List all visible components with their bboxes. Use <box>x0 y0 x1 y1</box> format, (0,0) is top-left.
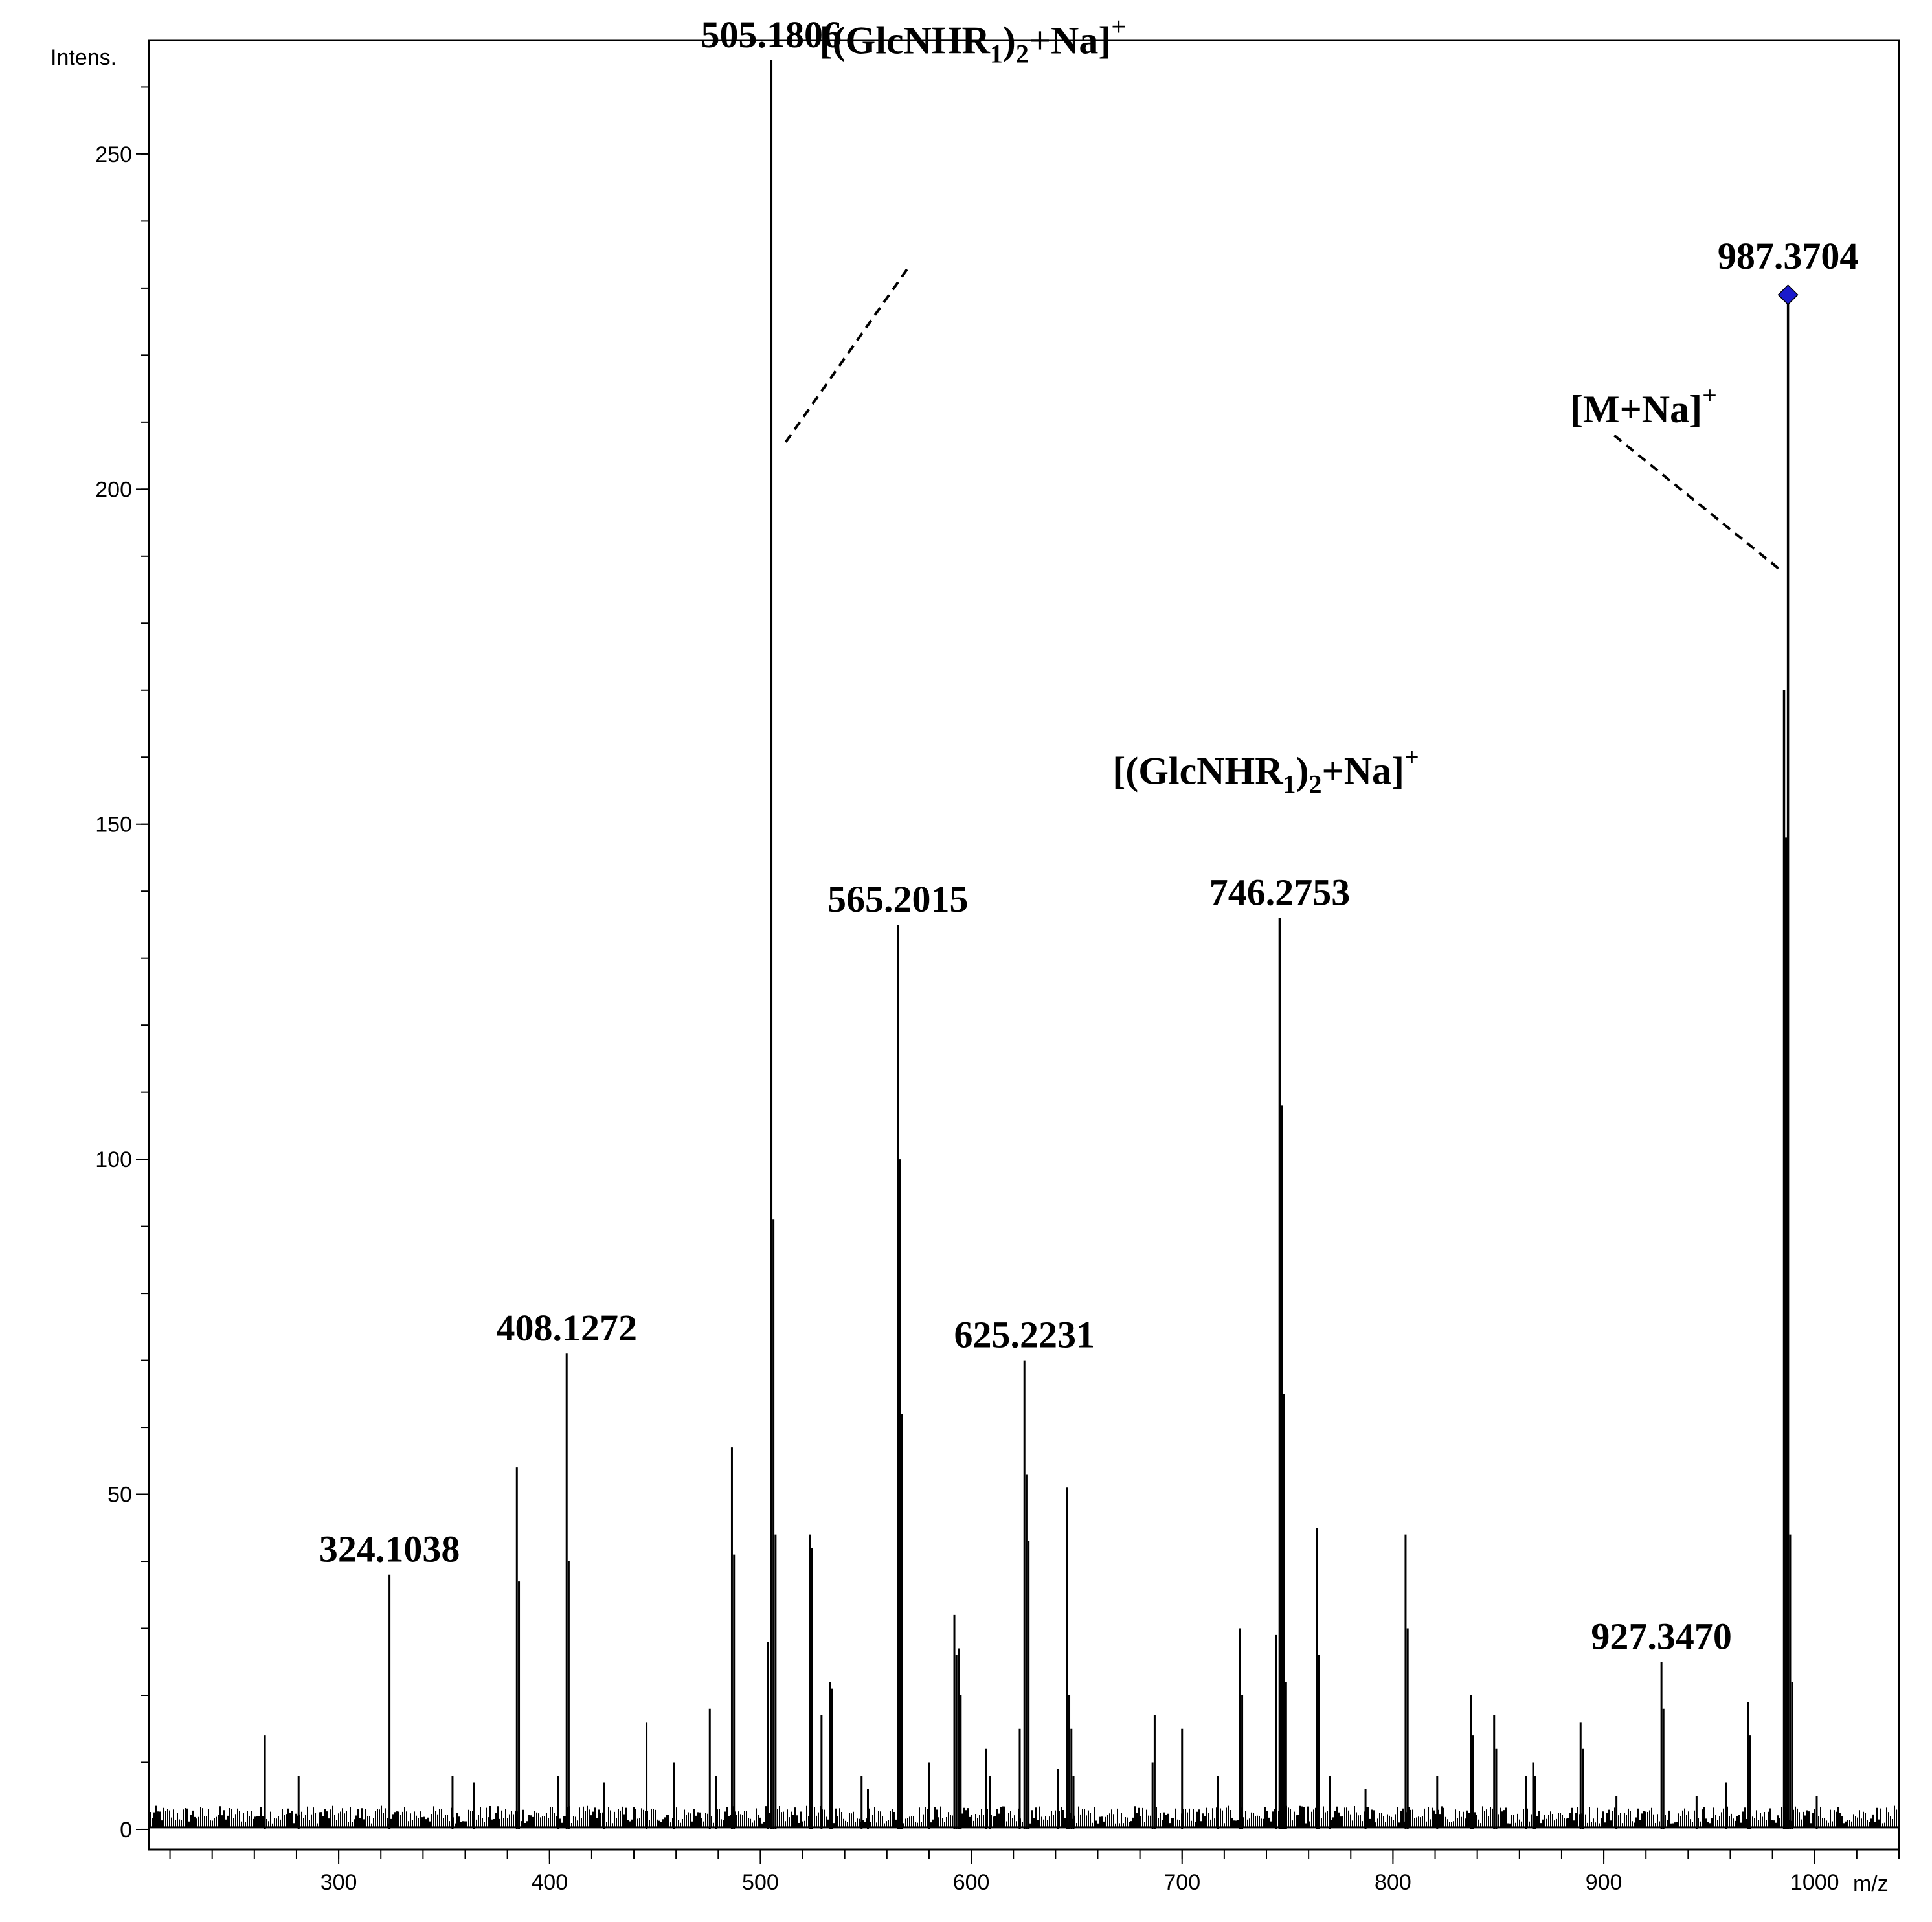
ion-annotation: [M+Na]+ <box>1570 381 1717 431</box>
plot-frame <box>148 39 1900 1851</box>
ion-annotation-part: + <box>1404 743 1419 772</box>
peak-label: 408.1272 <box>496 1307 637 1349</box>
x-tick-label: 900 <box>1586 1870 1623 1895</box>
peak-lines <box>264 60 1818 1829</box>
y-tick-label: 0 <box>120 1818 132 1842</box>
x-tick-label: 800 <box>1375 1870 1411 1895</box>
ion-annotation-part: +Na] <box>1322 750 1405 793</box>
ion-annotation-part: 2 <box>1016 40 1029 69</box>
axis-ticks: 300 400 500 600 700 800 900 1000 0 50 100 150 200 250 <box>95 86 1900 1895</box>
peak-label: 565.2015 <box>827 878 969 920</box>
x-tick-label: 400 <box>531 1870 568 1895</box>
annotation-leader-line <box>1613 434 1781 571</box>
ion-annotation: [(GlcNHR1)2+Na]+ <box>1112 743 1419 799</box>
ion-annotation-part: 1 <box>990 40 1003 69</box>
peak-label: 987.3704 <box>1718 235 1859 277</box>
y-tick-label: 50 <box>107 1483 132 1508</box>
precursor-marker <box>1777 284 1799 306</box>
annotation-leader-line <box>784 267 910 444</box>
ion-annotation-part: [(GlcNHR <box>1112 750 1283 793</box>
ion-annotation-part: +Na] <box>1029 19 1112 62</box>
ion-annotation-part: + <box>1702 381 1717 410</box>
y-axis-title: Intens. <box>51 45 117 70</box>
ion-annotation-part: ) <box>1003 19 1016 62</box>
y-tick-label: 150 <box>95 813 132 837</box>
y-tick-label: 100 <box>95 1148 132 1172</box>
y-tick-label: 200 <box>95 477 132 502</box>
ion-annotation-part: 1 <box>1283 770 1296 799</box>
ion-annotation-part: [(GlcNHR <box>820 19 991 62</box>
peak-label: 505.1806 <box>701 14 842 56</box>
x-tick-label: 600 <box>953 1870 990 1895</box>
y-tick-label: 250 <box>95 142 132 167</box>
ion-annotation-part: [M+Na] <box>1570 388 1702 431</box>
peak-label: 927.3470 <box>1591 1615 1732 1657</box>
x-axis-title: m/z <box>1853 1871 1889 1896</box>
peak-label: 324.1038 <box>319 1528 460 1570</box>
noise-trace <box>150 1805 1897 1827</box>
ion-annotation-part: + <box>1111 12 1126 41</box>
x-tick-label: 1000 <box>1790 1870 1839 1895</box>
ion-annotation: [(GlcNHR1)2+Na]+ <box>820 12 1127 69</box>
peak-label: 625.2231 <box>954 1314 1095 1356</box>
peak-labels: 324.1038 408.1272 505.1806 565.2015 625.2231… <box>319 14 1859 1657</box>
ion-annotation-part: ) <box>1296 750 1309 793</box>
peak-label: 746.2753 <box>1209 872 1351 914</box>
ion-annotation-part: 2 <box>1309 770 1322 799</box>
x-tick-label: 700 <box>1163 1870 1200 1895</box>
x-tick-label: 500 <box>742 1870 779 1895</box>
ion-annotations: [(GlcNHR1)2+Na]+[(GlcNHR1)2+Na]+[M+Na]+ <box>784 12 1781 799</box>
x-tick-label: 300 <box>320 1870 357 1895</box>
